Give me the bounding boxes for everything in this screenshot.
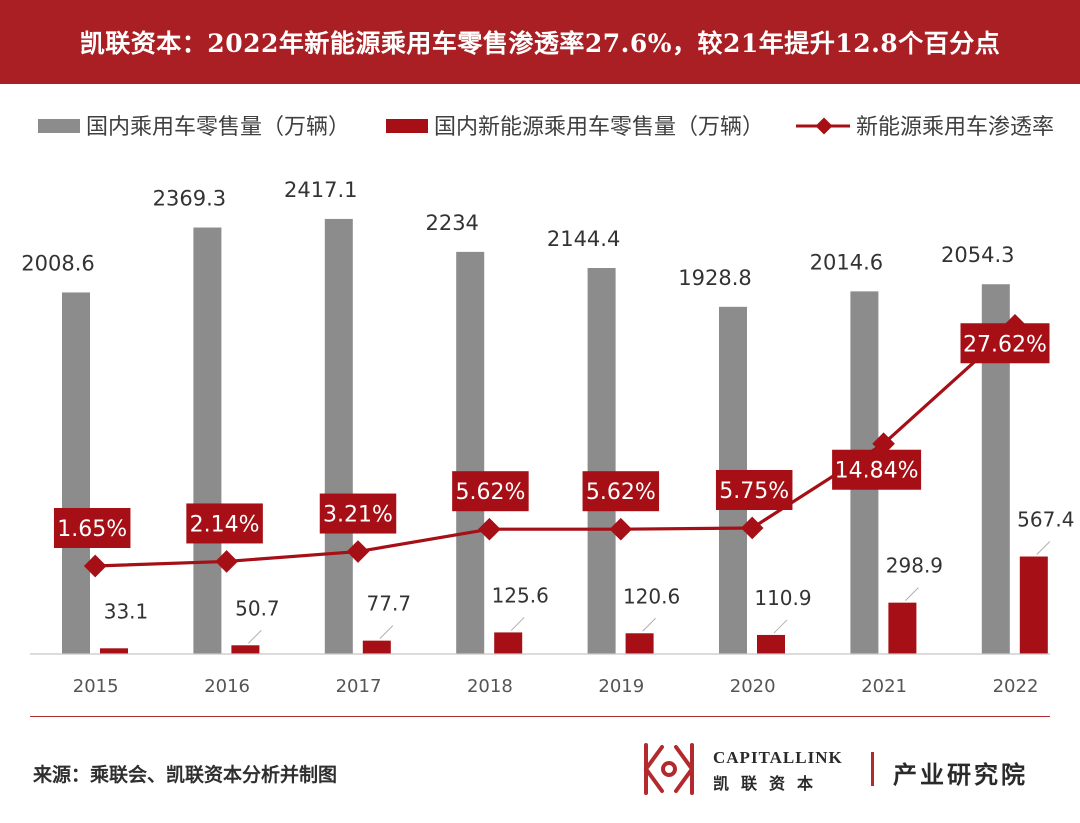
brand-name-cn: 凯联资本 bbox=[713, 774, 826, 793]
label-nev-2021: 298.9 bbox=[886, 554, 943, 578]
leader-nev-2018 bbox=[510, 617, 525, 631]
brand-department: 产业研究院 bbox=[893, 760, 1028, 789]
bar-total-2019 bbox=[587, 268, 616, 654]
series-penetration: 1.65% 2.14% 3.21% 5.62% 5.62% 5.75% 14.84% 27.6… bbox=[53, 313, 1050, 578]
capitallink-logo-icon bbox=[644, 743, 694, 795]
label-nev-2020: 110.9 bbox=[754, 586, 811, 610]
label-total-2015: 2008.6 bbox=[21, 251, 94, 275]
legend-swatch-nev bbox=[386, 119, 428, 133]
marker-penetration-2018 bbox=[478, 517, 501, 541]
bar-nev-2019 bbox=[625, 633, 654, 654]
leader-nev-2020 bbox=[773, 619, 788, 634]
bar-total-2017 bbox=[324, 218, 353, 654]
label-nev-2015: 33.1 bbox=[104, 599, 149, 623]
bar-nev-2022 bbox=[1019, 556, 1048, 654]
label-penetration-2018: 5.62% bbox=[455, 480, 525, 505]
label-box-penetration-2021 bbox=[832, 449, 922, 490]
x-tick-2022: 2022 bbox=[993, 676, 1039, 697]
x-tick-2019: 2019 bbox=[598, 676, 644, 697]
x-tick-2018: 2018 bbox=[467, 676, 513, 697]
bar-total-2016 bbox=[193, 227, 222, 654]
label-box-penetration-2015 bbox=[53, 508, 131, 548]
x-tick-2021: 2021 bbox=[861, 676, 907, 697]
label-box-penetration-2017 bbox=[319, 493, 397, 534]
x-tick-2016: 2016 bbox=[204, 676, 250, 697]
label-nev-2016: 50.7 bbox=[235, 596, 280, 620]
label-penetration-2021: 14.84% bbox=[835, 459, 919, 484]
bar-nev-2018 bbox=[494, 632, 523, 654]
label-penetration-2017: 3.21% bbox=[323, 503, 393, 528]
label-nev-2018: 125.6 bbox=[492, 583, 549, 607]
x-tick-2015: 2015 bbox=[73, 676, 119, 697]
label-total-2020: 1928.8 bbox=[678, 266, 751, 290]
bar-nev-2020 bbox=[757, 634, 785, 654]
leader-nev-2019 bbox=[642, 617, 656, 632]
leader-nev-2017 bbox=[379, 625, 394, 640]
brand-separator bbox=[871, 752, 874, 786]
x-axis: 2015 2016 2017 2018 2019 2020 2021 2022 bbox=[30, 653, 1050, 697]
label-penetration-2022: 27.62% bbox=[963, 332, 1047, 357]
bar-nev-2016 bbox=[231, 645, 260, 654]
label-nev-2017: 77.7 bbox=[367, 592, 412, 616]
label-total-2019: 2144.4 bbox=[547, 227, 620, 251]
legend-label-total: 国内乘用车零售量（万辆） bbox=[86, 115, 350, 140]
bar-nev-2015 bbox=[100, 648, 128, 654]
brand-name-en: CAPITALLINK bbox=[713, 748, 843, 767]
label-nev-2022: 567.4 bbox=[1017, 508, 1074, 532]
label-penetration-2020: 5.75% bbox=[719, 479, 789, 504]
legend: 国内乘用车零售量（万辆） 国内新能源乘用车零售量（万辆） 新能源乘用车渗透率 bbox=[38, 115, 1054, 140]
legend-swatch-total bbox=[38, 119, 80, 133]
x-tick-2017: 2017 bbox=[336, 676, 382, 697]
leader-nev-2022 bbox=[1036, 541, 1051, 555]
legend-label-penetration: 新能源乘用车渗透率 bbox=[856, 115, 1054, 140]
source-note: 来源：乘联会、凯联资本分析并制图 bbox=[33, 764, 338, 786]
series-nev-sales: 33.1 50.7 77.7 125.6 120.6 110.9 298.9 567.4 bbox=[100, 508, 1074, 654]
label-total-2021: 2014.6 bbox=[810, 250, 883, 274]
marker-penetration-2015 bbox=[83, 554, 107, 578]
leader-nev-2016 bbox=[248, 629, 262, 644]
marker-penetration-2019 bbox=[609, 517, 633, 541]
label-total-2022: 2054.3 bbox=[941, 243, 1014, 267]
chart-area: 国内乘用车零售量（万辆） 国内新能源乘用车零售量（万辆） 新能源乘用车渗透率 200… bbox=[21, 115, 1074, 697]
label-nev-2019: 120.6 bbox=[623, 584, 680, 608]
bar-total-2015 bbox=[62, 292, 90, 654]
bar-nev-2017 bbox=[362, 640, 391, 654]
series-total-sales: 2008.6 2369.3 2417.1 2234 2144.4 1928.8 2014.6… bbox=[21, 178, 1015, 654]
marker-penetration-2020 bbox=[740, 516, 764, 540]
label-total-2018: 2234 bbox=[425, 211, 478, 235]
x-tick-2020: 2020 bbox=[730, 676, 776, 697]
label-box-penetration-2019 bbox=[582, 471, 660, 512]
legend-marker-penetration bbox=[815, 117, 833, 135]
label-penetration-2015: 1.65% bbox=[57, 517, 127, 542]
leader-nev-2021 bbox=[905, 587, 919, 602]
bar-nev-2021 bbox=[888, 602, 917, 654]
label-penetration-2016: 2.14% bbox=[190, 512, 260, 537]
footer-divider bbox=[30, 716, 1050, 717]
label-box-penetration-2018 bbox=[452, 471, 529, 512]
label-box-penetration-2022 bbox=[960, 323, 1050, 364]
label-total-2017: 2417.1 bbox=[284, 178, 357, 202]
marker-penetration-2017 bbox=[346, 540, 370, 563]
marker-penetration-2021 bbox=[872, 432, 895, 456]
label-total-2016: 2369.3 bbox=[153, 187, 226, 211]
label-box-penetration-2020 bbox=[715, 469, 793, 510]
legend-label-nev: 国内新能源乘用车零售量（万辆） bbox=[434, 115, 764, 140]
label-box-penetration-2016 bbox=[186, 503, 263, 544]
page-title: 凯联资本：2022年新能源乘用车零售渗透率27.6%，较21年提升12.8个百分… bbox=[0, 0, 1080, 84]
label-penetration-2019: 5.62% bbox=[586, 480, 656, 505]
bar-total-2018 bbox=[456, 251, 485, 654]
